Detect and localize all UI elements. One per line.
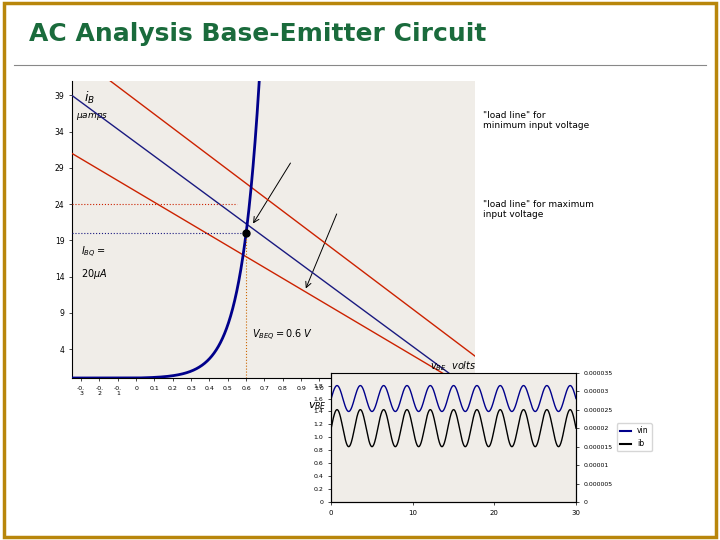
Text: $v_{BE}$  volts: $v_{BE}$ volts	[307, 397, 361, 411]
Text: $I_{BQ}=$: $I_{BQ}=$	[81, 245, 105, 260]
Text: "load line" for
minimum input voltage: "load line" for minimum input voltage	[483, 111, 590, 130]
Text: $20\mu A$: $20\mu A$	[81, 267, 108, 281]
Title: $v_{BE}$  volts: $v_{BE}$ volts	[431, 359, 477, 373]
Text: $V_{BEQ} = 0.6\ V$: $V_{BEQ} = 0.6\ V$	[251, 328, 312, 343]
Text: $i_B$: $i_B$	[84, 90, 95, 106]
Legend: vin, ib: vin, ib	[616, 423, 652, 451]
Text: AC Analysis Base-Emitter Circuit: AC Analysis Base-Emitter Circuit	[29, 22, 486, 45]
Text: "load line" for maximum
input voltage: "load line" for maximum input voltage	[483, 200, 594, 219]
Text: $\mu amps$: $\mu amps$	[76, 111, 109, 122]
